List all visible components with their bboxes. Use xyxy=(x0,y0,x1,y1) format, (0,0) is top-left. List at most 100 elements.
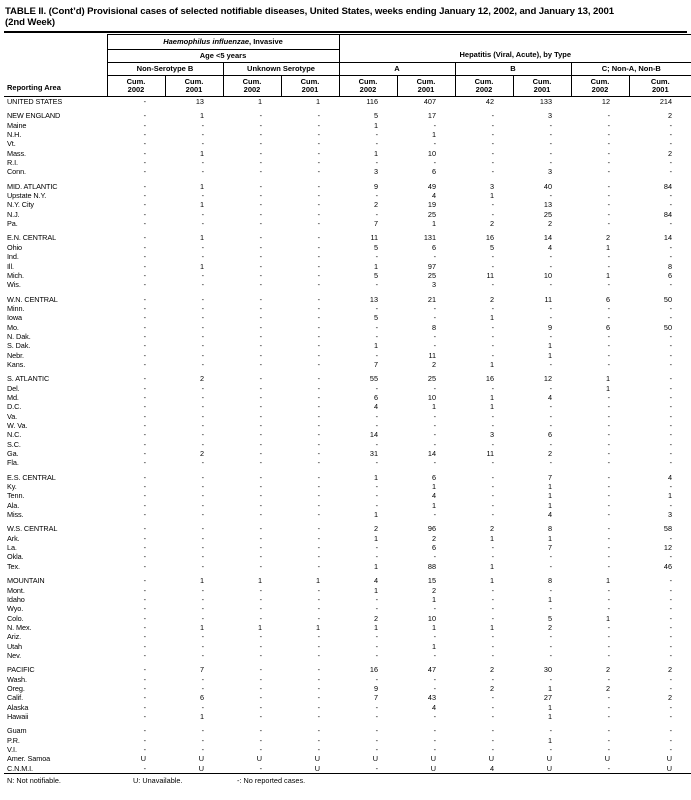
value-cell: - xyxy=(669,576,673,586)
subgroup-unknown-serotype: Unknown Serotype xyxy=(222,62,340,76)
value-cell: - xyxy=(143,622,146,632)
table-title: TABLE II. (Cont’d) Provisional cases of … xyxy=(4,6,687,33)
value-cell: - xyxy=(375,491,379,501)
value-cell: - xyxy=(143,674,146,684)
value-cell: - xyxy=(491,604,495,614)
value-cell: - xyxy=(669,482,673,492)
table-row: S. ATLANTIC - 2 - - 55 25 16 12 1 - xyxy=(4,374,691,383)
value-cell: - xyxy=(223,763,281,775)
value-cell: - xyxy=(143,552,146,562)
value-cell: 40 xyxy=(543,181,553,191)
value-cell: - xyxy=(433,439,437,449)
value-cell: - xyxy=(259,111,262,121)
value-cell: - xyxy=(259,294,262,304)
value-cell: - xyxy=(607,158,611,168)
value-cell: - xyxy=(433,120,437,130)
value-cell: - xyxy=(607,552,611,562)
value-cell: - xyxy=(491,261,495,271)
value-cell: 1 xyxy=(489,402,495,412)
value-cell: - xyxy=(339,763,398,775)
value-cell: 1 xyxy=(199,233,204,243)
value-cell: 7 xyxy=(373,359,379,369)
value-cell: - xyxy=(491,650,495,660)
value-cell: - xyxy=(317,392,321,402)
value-cell: - xyxy=(201,359,204,369)
value-cell: - xyxy=(259,402,262,412)
value-cell: - xyxy=(259,303,262,313)
value-cell: - xyxy=(259,641,262,651)
value-cell: 9 xyxy=(373,181,379,191)
value-cell: - xyxy=(433,632,437,642)
value-cell: - xyxy=(259,561,262,571)
value-cell: - xyxy=(491,472,495,482)
value-cell: - xyxy=(259,252,262,262)
value-cell: - xyxy=(201,552,204,562)
value-cell: - xyxy=(259,322,262,332)
year-label: 2002 xyxy=(475,85,493,95)
value-cell: - xyxy=(491,674,495,684)
value-cell: 4 xyxy=(547,392,553,402)
value-cell: 84 xyxy=(663,181,673,191)
value-cell: - xyxy=(669,191,673,201)
value-cell: 11 xyxy=(486,449,495,459)
value-cell: U xyxy=(397,763,456,775)
value-cell: - xyxy=(143,745,146,754)
value-cell: 25 xyxy=(427,270,437,280)
reporting-area-cell: Ill. xyxy=(7,261,14,271)
value-cell: - xyxy=(143,449,146,459)
value-cell: - xyxy=(549,261,553,271)
value-cell: - xyxy=(607,181,611,191)
cum-label: Cum. xyxy=(126,76,146,86)
value-cell: - xyxy=(143,683,146,693)
value-cell: - xyxy=(607,430,611,440)
table-row: Wyo. - - - - - - - - - - xyxy=(4,604,691,613)
value-cell: - xyxy=(375,745,379,754)
value-cell: - xyxy=(491,543,495,553)
value-cell: - xyxy=(549,280,553,290)
value-cell: 46 xyxy=(663,561,673,571)
footnote: N: Not notifiable. U: Unavailable. -: No… xyxy=(4,774,687,785)
value-cell: - xyxy=(143,350,146,360)
value-cell: 2 xyxy=(431,585,437,595)
table-row: Alaska - - - - - 4 - 1 - - xyxy=(4,703,691,712)
table-row: Ill. - 1 - - 1 97 - - - 8 xyxy=(4,262,691,271)
value-cell: 1 xyxy=(373,148,379,158)
value-cell: 1 xyxy=(605,383,611,393)
reporting-area-cell: V.I. xyxy=(7,745,17,754)
column-header-cum-2002: Cum. 2002 xyxy=(338,75,398,98)
value-cell: - xyxy=(259,181,262,191)
value-cell: - xyxy=(491,585,495,595)
value-cell: 2 xyxy=(199,449,204,459)
value-cell: 1 xyxy=(431,594,437,604)
table-row: Miss. - - - - 1 - - 4 - 3 xyxy=(4,510,691,519)
value-cell: 3 xyxy=(489,181,495,191)
table-row: Idaho - - - - - 1 - 1 - - xyxy=(4,595,691,604)
value-cell: - xyxy=(259,130,262,140)
table-row: Kans. - - - - 7 2 1 - - - xyxy=(4,360,691,369)
value-cell: 6 xyxy=(431,167,437,177)
value-cell: - xyxy=(433,604,437,614)
value-cell: - xyxy=(491,594,495,604)
reporting-area-cell: Ind. xyxy=(7,252,19,262)
value-cell: 1 xyxy=(605,242,611,252)
table-row: Upstate N.Y. - - - - - 4 1 - - - xyxy=(4,191,691,200)
value-cell: - xyxy=(549,585,553,595)
value-cell: - xyxy=(375,130,379,140)
reporting-area-cell: Ala. xyxy=(7,500,20,510)
value-cell: - xyxy=(607,341,611,351)
value-cell: - xyxy=(669,350,673,360)
value-cell: 47 xyxy=(427,665,437,675)
reporting-area-cell: Del. xyxy=(7,383,20,393)
column-header-cum-2002: Cum. 2002 xyxy=(106,75,165,98)
value-cell: 3 xyxy=(431,280,437,290)
table-row: E.S. CENTRAL - - - - 1 6 - 7 - 4 xyxy=(4,473,691,482)
value-cell: - xyxy=(259,200,262,210)
value-cell: - xyxy=(259,491,262,501)
value-cell: - xyxy=(317,561,321,571)
value-cell: - xyxy=(491,167,495,177)
value-cell: - xyxy=(549,383,553,393)
value-cell: - xyxy=(143,458,146,468)
value-cell: 2 xyxy=(373,200,379,210)
value-cell: - xyxy=(317,482,321,492)
value-cell: - xyxy=(549,120,553,130)
